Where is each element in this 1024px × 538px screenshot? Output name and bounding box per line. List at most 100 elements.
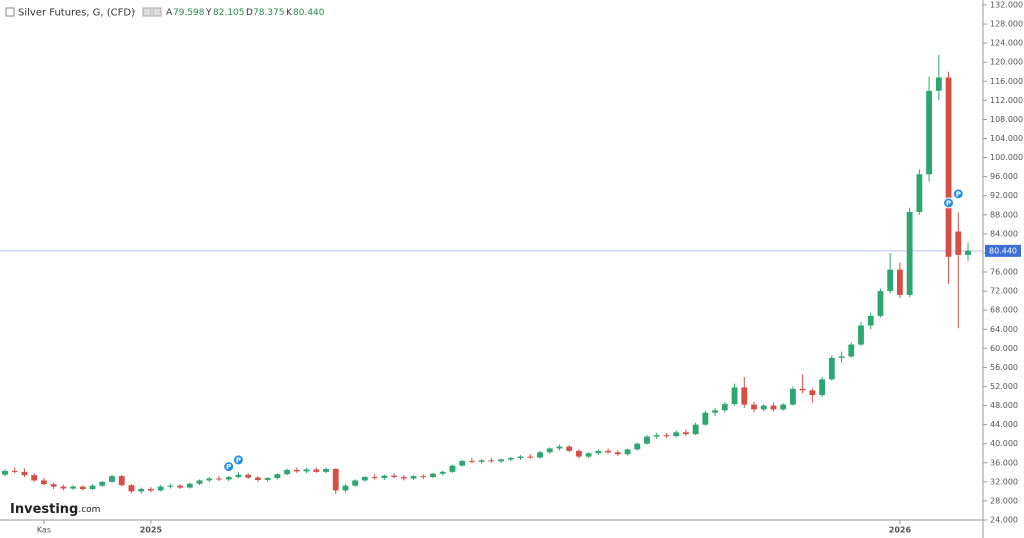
candle-body bbox=[770, 405, 777, 410]
dropdown-icon[interactable]: ▾ bbox=[132, 8, 136, 16]
candle-body bbox=[585, 453, 592, 457]
candle-body bbox=[760, 405, 767, 410]
collapse-icon[interactable] bbox=[5, 7, 15, 17]
candle-body bbox=[284, 469, 291, 475]
candle-body bbox=[916, 174, 923, 212]
close-icon[interactable] bbox=[152, 7, 162, 17]
watermark-main: Investing bbox=[10, 502, 78, 517]
candle-body bbox=[459, 460, 466, 466]
candle-body bbox=[712, 410, 719, 413]
candle-body bbox=[653, 435, 660, 437]
y-tick-label: 84.000 bbox=[990, 229, 1018, 238]
x-tick-label: 2026 bbox=[889, 526, 912, 535]
legend-key: D bbox=[246, 8, 253, 18]
candle-body bbox=[935, 77, 942, 91]
candle-body bbox=[527, 456, 534, 458]
candle-body bbox=[109, 476, 115, 482]
candle-body bbox=[196, 480, 203, 484]
y-tick-label: 96.000 bbox=[990, 172, 1018, 181]
candle-body bbox=[731, 387, 738, 405]
candle-body bbox=[537, 452, 543, 458]
candle-body bbox=[566, 446, 573, 451]
candle-body bbox=[342, 485, 349, 491]
candle-body bbox=[293, 469, 300, 472]
watermark: Investing.com bbox=[10, 502, 100, 517]
candle-body bbox=[546, 448, 553, 453]
marker-label: P bbox=[226, 463, 231, 471]
candle-body bbox=[945, 77, 952, 257]
candle-body bbox=[887, 269, 894, 292]
watermark-suffix: .com bbox=[78, 505, 100, 515]
y-tick-label: 68.000 bbox=[990, 306, 1018, 315]
candle-body bbox=[167, 485, 174, 487]
marker-label: P bbox=[236, 456, 241, 464]
candle-body bbox=[449, 465, 456, 472]
candle-body bbox=[31, 475, 38, 481]
y-tick-label: 32.000 bbox=[990, 477, 1018, 486]
candle-body bbox=[89, 485, 96, 490]
candle-body bbox=[692, 424, 699, 435]
candle-body bbox=[21, 471, 28, 476]
candle-body bbox=[507, 458, 514, 460]
candle-body bbox=[79, 486, 86, 490]
y-tick-label: 104.000 bbox=[990, 134, 1023, 143]
x-tick-label: 2025 bbox=[140, 526, 163, 535]
legend-key: Y bbox=[205, 8, 212, 18]
candle-body bbox=[721, 404, 728, 411]
legend-value: 80.440 bbox=[293, 8, 325, 18]
candle-body bbox=[216, 478, 222, 480]
candle-body bbox=[614, 452, 621, 455]
candle-body bbox=[323, 468, 329, 472]
candle-body bbox=[965, 250, 971, 255]
candle-body bbox=[313, 469, 320, 472]
y-tick-label: 92.000 bbox=[990, 191, 1018, 200]
candle-body bbox=[780, 404, 787, 410]
y-tick-label: 112.000 bbox=[990, 96, 1023, 105]
candle-body bbox=[575, 450, 582, 457]
candle-body bbox=[809, 390, 816, 396]
y-tick-label: 76.000 bbox=[990, 268, 1018, 277]
candle-body bbox=[556, 446, 563, 449]
candle-body bbox=[371, 477, 378, 479]
candle-body bbox=[439, 471, 446, 474]
marker bbox=[943, 197, 955, 209]
y-tick-label: 28.000 bbox=[990, 496, 1018, 505]
candle-body bbox=[177, 485, 184, 488]
candle-body bbox=[206, 478, 213, 481]
legend-value: 78.375 bbox=[253, 8, 285, 18]
candle-body bbox=[60, 486, 67, 489]
marker-label: P bbox=[956, 190, 961, 198]
y-tick-label: 128.000 bbox=[990, 20, 1023, 29]
candle-body bbox=[702, 412, 709, 425]
candle-body bbox=[400, 477, 407, 479]
y-tick-label: 124.000 bbox=[990, 39, 1023, 48]
candle-body bbox=[498, 459, 505, 462]
y-tick-label: 52.000 bbox=[990, 382, 1018, 391]
candle-body bbox=[634, 443, 641, 450]
x-tick-label: Kas bbox=[37, 526, 51, 535]
candle-body bbox=[644, 436, 650, 444]
candle-body bbox=[391, 475, 398, 478]
y-tick-label: 72.000 bbox=[990, 287, 1018, 296]
candle-body bbox=[99, 481, 106, 486]
candle-body bbox=[70, 486, 77, 489]
candle-body bbox=[682, 432, 689, 435]
last-price-box bbox=[985, 244, 1021, 257]
marker-label: P bbox=[946, 199, 951, 207]
settings-icon[interactable] bbox=[142, 7, 152, 17]
candle-body bbox=[819, 379, 826, 396]
candle-body bbox=[858, 325, 864, 345]
candle-body bbox=[478, 460, 485, 462]
y-tick-label: 88.000 bbox=[990, 210, 1018, 219]
y-tick-label: 100.000 bbox=[990, 153, 1023, 162]
candle-body bbox=[147, 489, 154, 491]
candle-body bbox=[274, 474, 281, 479]
y-tick-label: 48.000 bbox=[990, 401, 1018, 410]
legend-value: 79.598 bbox=[173, 8, 205, 18]
legend-key: K bbox=[286, 8, 293, 18]
chart-title: Silver Futures, G, (CFD) bbox=[18, 8, 135, 19]
y-tick-label: 120.000 bbox=[990, 58, 1023, 67]
candle-body bbox=[118, 476, 125, 486]
